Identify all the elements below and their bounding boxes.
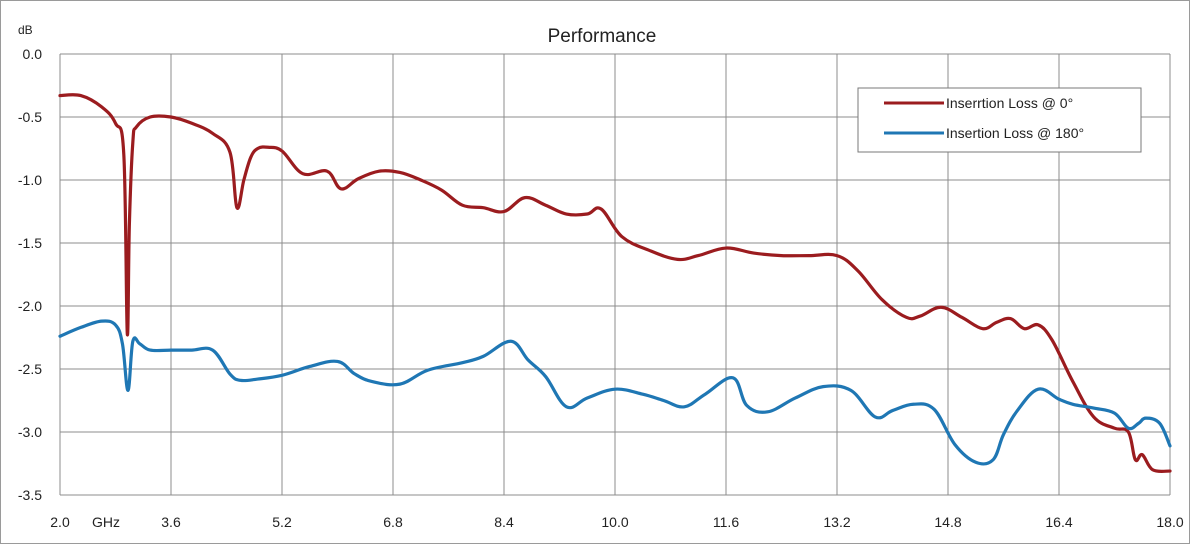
y-tick-label: -0.5 (18, 109, 42, 125)
legend-label-insertion-loss-0: Inserrtion Loss @ 0° (946, 95, 1073, 111)
series (58, 93, 1172, 474)
x-tick-label: 8.4 (494, 514, 514, 530)
x-tick-label: 14.8 (934, 514, 961, 530)
x-tick-label: 16.4 (1045, 514, 1072, 530)
axes: 2.0 3.6 5.2 6.8 8.4 10.0 11.6 13.2 14.8 16.4 18.0 0… (18, 46, 1184, 530)
y-tick-label: -3.5 (18, 487, 42, 503)
legend-label-insertion-loss-180: Insertion Loss @ 180° (946, 125, 1084, 141)
x-tick-label: 3.6 (161, 514, 181, 530)
x-tick-label: 6.8 (383, 514, 403, 530)
y-tick-label: -1.0 (18, 172, 42, 188)
chart-title: Performance (548, 26, 657, 47)
series-line-insertion-loss-180 (58, 319, 1172, 466)
y-tick-label: -1.5 (18, 235, 42, 251)
y-tick-label: -2.5 (18, 361, 42, 377)
x-tick-label: 11.6 (713, 514, 739, 530)
y-tick-label: -2.0 (18, 298, 42, 314)
x-tick-label: 13.2 (823, 514, 850, 530)
y-axis-unit-label: dB (18, 23, 33, 37)
series-line-insertion-loss-0 (58, 93, 1172, 474)
x-axis-unit-label: GHz (92, 514, 120, 530)
legend-box (857, 87, 1142, 153)
x-tick-label: 2.0 (50, 514, 70, 530)
x-tick-label: 18.0 (1156, 514, 1183, 530)
x-tick-label: 10.0 (601, 514, 628, 530)
legend: Inserrtion Loss @ 0° Insertion Loss @ 18… (857, 87, 1142, 153)
y-tick-label: 0.0 (23, 46, 43, 62)
x-tick-label: 5.2 (272, 514, 292, 530)
y-tick-label: -3.0 (18, 424, 42, 440)
